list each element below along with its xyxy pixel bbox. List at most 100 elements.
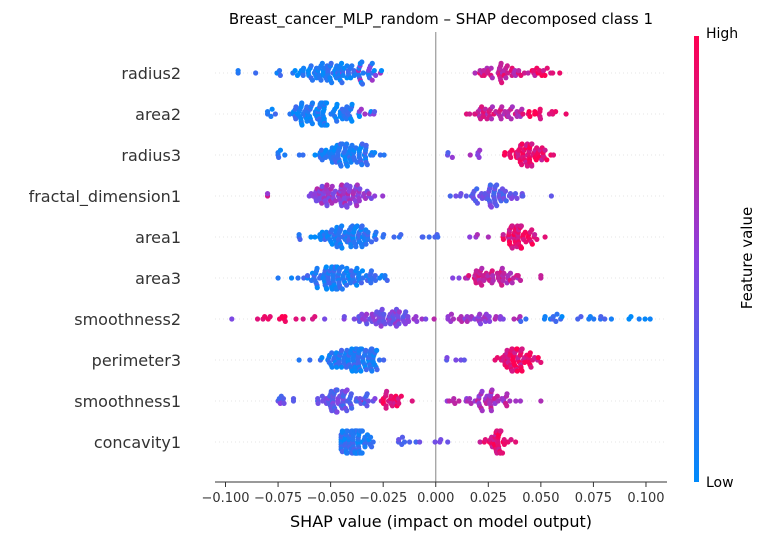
shap-point <box>559 314 565 320</box>
shap-point <box>288 275 295 281</box>
shap-point <box>498 60 504 66</box>
shap-point <box>477 439 483 445</box>
shap-point <box>499 282 505 288</box>
shap-point <box>515 273 521 279</box>
shap-point <box>229 316 235 322</box>
shap-point <box>403 309 409 315</box>
shap-point <box>357 396 363 402</box>
shap-point <box>503 198 509 204</box>
shap-point <box>369 346 375 352</box>
feature-label: radius3 <box>121 146 181 165</box>
shap-point <box>489 387 495 393</box>
shap-point <box>423 316 429 322</box>
shap-point <box>513 398 519 404</box>
shap-point <box>488 65 494 71</box>
shap-point <box>365 398 372 404</box>
shap-point <box>322 316 328 322</box>
shap-point <box>339 80 345 86</box>
shap-point <box>467 234 473 240</box>
shap-point <box>477 147 483 153</box>
shap-point <box>647 316 653 322</box>
shap-point <box>296 232 302 238</box>
shap-point <box>318 147 325 153</box>
shap-point <box>553 109 559 115</box>
shap-point <box>374 347 380 353</box>
shap-point <box>399 434 406 440</box>
shap-point <box>359 162 365 168</box>
shap-point <box>340 72 346 78</box>
shap-point <box>485 234 491 240</box>
shap-point <box>544 157 550 163</box>
shap-point <box>295 275 301 281</box>
shap-point <box>550 152 557 158</box>
shap-point <box>344 163 351 169</box>
points <box>229 59 653 456</box>
shap-point <box>354 223 360 229</box>
shap-point <box>299 100 305 106</box>
shap-point <box>525 70 531 76</box>
shap-point <box>498 116 504 122</box>
shap-point <box>507 398 513 404</box>
shap-point <box>344 204 350 210</box>
shap-point <box>353 244 359 250</box>
shap-point <box>490 277 496 283</box>
feature-label: radius2 <box>121 64 181 83</box>
shap-point <box>489 104 496 110</box>
shap-point <box>489 268 495 274</box>
shap-point <box>369 368 375 374</box>
shap-point <box>373 236 379 242</box>
shap-point <box>282 314 288 320</box>
shap-point <box>384 277 390 283</box>
x-tick-label: 0.075 <box>575 491 612 506</box>
shap-point <box>300 316 306 322</box>
shap-point <box>290 396 297 402</box>
shap-point <box>304 273 311 279</box>
shap-point <box>553 318 559 324</box>
shap-point <box>487 182 494 188</box>
shap-point <box>300 72 306 78</box>
shap-point <box>309 100 316 106</box>
shap-point <box>479 388 485 394</box>
shap-point <box>344 408 350 414</box>
shap-point <box>334 387 340 393</box>
shap-point <box>466 273 472 279</box>
shap-point <box>324 182 330 188</box>
shap-point <box>406 439 413 445</box>
shap-point <box>504 70 511 76</box>
shap-point <box>486 318 493 324</box>
shap-point <box>453 193 459 199</box>
x-tick-label: −0.075 <box>254 491 302 506</box>
shap-point <box>405 318 412 324</box>
shap-point <box>372 193 378 199</box>
shap-point <box>477 321 484 327</box>
shap-point <box>329 364 335 370</box>
shap-point <box>277 72 283 78</box>
shap-point <box>642 316 648 322</box>
shap-point <box>502 150 508 156</box>
shap-point <box>292 68 298 74</box>
shap-point <box>315 396 321 402</box>
shap-point <box>542 72 548 78</box>
shap-point <box>319 60 325 66</box>
shap-point <box>372 277 379 283</box>
shap-point <box>509 245 515 251</box>
shap-point <box>445 150 451 156</box>
shap-point <box>468 400 474 406</box>
shap-point <box>269 106 275 112</box>
shap-point <box>479 408 485 414</box>
shap-point <box>328 60 334 66</box>
shap-point <box>349 118 355 124</box>
colorbar <box>694 36 699 482</box>
shap-point <box>362 111 368 117</box>
shap-point <box>488 204 495 210</box>
shap-point <box>363 347 369 353</box>
shap-point <box>527 350 533 356</box>
shap-point <box>628 314 634 320</box>
shap-point <box>378 68 385 74</box>
x-tick-label: 0.000 <box>417 491 454 506</box>
shap-point <box>299 122 305 128</box>
shap-point <box>353 368 359 374</box>
shap-point <box>280 396 287 402</box>
feature-label: area3 <box>135 269 181 288</box>
shap-point <box>519 346 525 352</box>
